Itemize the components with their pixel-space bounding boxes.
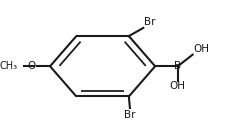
Text: B: B bbox=[174, 61, 181, 71]
Text: OH: OH bbox=[169, 81, 185, 91]
Text: Br: Br bbox=[144, 18, 155, 27]
Text: O: O bbox=[27, 61, 35, 71]
Text: OH: OH bbox=[193, 44, 209, 54]
Text: Br: Br bbox=[124, 110, 135, 120]
Text: CH₃: CH₃ bbox=[0, 61, 18, 71]
